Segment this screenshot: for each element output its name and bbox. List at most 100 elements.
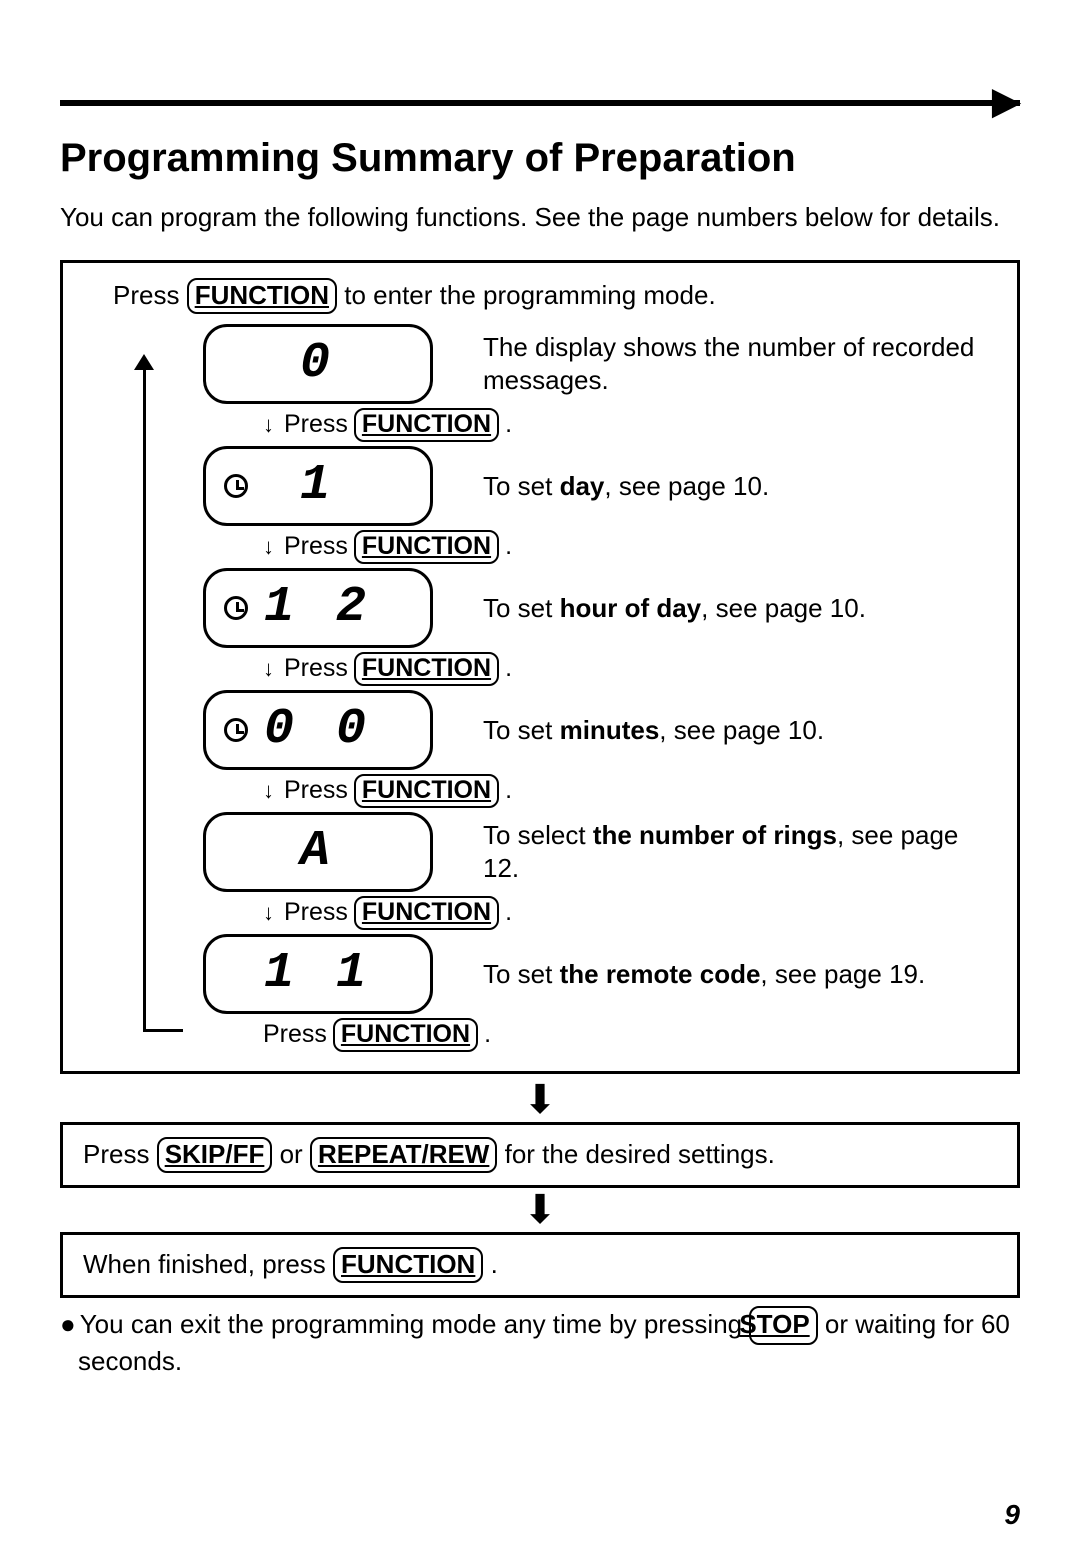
- exit-note: ●You can exit the programming mode any t…: [60, 1306, 1020, 1379]
- sub2-suffix: .: [491, 1249, 498, 1279]
- clock-icon: [224, 596, 248, 620]
- function-button-label: FUNCTION: [354, 652, 499, 686]
- down-arrow-icon: ↓: [263, 534, 274, 560]
- press-prefix: Press: [263, 1020, 327, 1049]
- press-prefix: Press: [284, 898, 348, 927]
- step-row: ATo select the number of rings, see page…: [203, 812, 997, 892]
- desc-bold: minutes: [560, 715, 660, 745]
- lcd-display: 1 2: [203, 568, 433, 648]
- clock-icon: [224, 718, 248, 742]
- step-row: 1 2 To set hour of day, see page 10.: [203, 568, 997, 648]
- down-arrow-icon: ⬇: [60, 1194, 1020, 1226]
- programming-flow-box: Press FUNCTION to enter the programming …: [60, 260, 1020, 1074]
- page-title: Programming Summary of Preparation: [60, 136, 1020, 181]
- desc-bold: the remote code: [560, 959, 761, 989]
- lcd-value: 1: [300, 457, 336, 514]
- function-button-label: FUNCTION: [354, 530, 499, 564]
- sub1-prefix: Press: [83, 1139, 157, 1169]
- function-button-label: FUNCTION: [187, 278, 337, 314]
- press-suffix: .: [484, 1020, 491, 1049]
- lcd-display: A: [203, 812, 433, 892]
- step-row: 0 0 To set minutes, see page 10.: [203, 690, 997, 770]
- press-suffix: .: [505, 898, 512, 927]
- press-function-line: Press FUNCTION.: [263, 1018, 997, 1052]
- press-prefix: Press: [284, 776, 348, 805]
- down-arrow-icon: ↓: [263, 656, 274, 682]
- repeat-rew-button-label: REPEAT/REW: [310, 1137, 497, 1173]
- desc-suffix: , see page 10.: [604, 471, 769, 501]
- press-prefix: Press: [284, 410, 348, 439]
- desc-prefix: To set: [483, 715, 560, 745]
- press-suffix: .: [505, 776, 512, 805]
- desc-prefix: To select: [483, 820, 593, 850]
- desc-suffix: , see page 10.: [701, 593, 866, 623]
- desc-bold: hour of day: [560, 593, 702, 623]
- desc-bold: the number of rings: [593, 820, 837, 850]
- continue-arrow-icon: ▶: [992, 80, 1020, 122]
- step-description: The display shows the number of recorded…: [483, 331, 997, 396]
- manual-page: ▶ Programming Summary of Preparation You…: [0, 0, 1080, 1561]
- lcd-value: 0 0: [264, 701, 372, 758]
- down-arrow-icon: ↓: [263, 900, 274, 926]
- step-description: To set hour of day, see page 10.: [483, 592, 997, 625]
- step-description: To set day, see page 10.: [483, 470, 997, 503]
- step-row: 1 1 To set the remote code, see page 19.: [203, 934, 997, 1014]
- press-prefix: Press: [284, 532, 348, 561]
- press-function-line: ↓ Press FUNCTION.: [263, 896, 997, 930]
- top-rule: [60, 100, 1020, 106]
- press-suffix: .: [505, 654, 512, 683]
- function-button-label: FUNCTION: [354, 774, 499, 808]
- step-row: 0 The display shows the number of recorde…: [203, 324, 997, 404]
- enter-suffix: to enter the programming mode.: [344, 280, 715, 310]
- desc-suffix: , see page 10.: [659, 715, 824, 745]
- loop-arrow-icon: [134, 354, 154, 370]
- press-function-line: ↓ Press FUNCTION.: [263, 774, 997, 808]
- desc-prefix: To set: [483, 959, 560, 989]
- function-button-label: FUNCTION: [333, 1247, 483, 1283]
- stop-button-label: STOP: [749, 1306, 817, 1345]
- lcd-value: 1 2: [264, 579, 372, 636]
- press-suffix: .: [505, 532, 512, 561]
- bullet-icon: ●: [60, 1309, 76, 1339]
- sub1-suffix: for the desired settings.: [505, 1139, 775, 1169]
- settings-adjust-box: Press SKIP/FF or REPEAT/REW for the desi…: [60, 1122, 1020, 1188]
- step-description: To set the remote code, see page 19.: [483, 958, 997, 991]
- note-prefix: You can exit the programming mode any ti…: [80, 1309, 750, 1339]
- enter-prefix: Press: [113, 280, 187, 310]
- step-description: To set minutes, see page 10.: [483, 714, 997, 747]
- function-button-label: FUNCTION: [354, 896, 499, 930]
- lcd-value: 0: [300, 335, 336, 392]
- skip-ff-button-label: SKIP/FF: [157, 1137, 273, 1173]
- lcd-display: 0 0: [203, 690, 433, 770]
- enter-mode-line: Press FUNCTION to enter the programming …: [113, 278, 997, 314]
- step-row: 1 To set day, see page 10.: [203, 446, 997, 526]
- clock-icon: [224, 474, 248, 498]
- desc-bold: day: [560, 471, 605, 501]
- lcd-display: 0: [203, 324, 433, 404]
- down-arrow-icon: ↓: [263, 778, 274, 804]
- desc-prefix: The display shows the number of recorded…: [483, 332, 974, 395]
- function-button-label: FUNCTION: [354, 408, 499, 442]
- lcd-value: A: [300, 823, 336, 880]
- page-number: 9: [1004, 1499, 1020, 1531]
- press-prefix: Press: [284, 654, 348, 683]
- desc-prefix: To set: [483, 471, 560, 501]
- desc-suffix: , see page 19.: [760, 959, 925, 989]
- press-function-line: ↓ Press FUNCTION.: [263, 530, 997, 564]
- down-arrow-icon: ⬇: [60, 1084, 1020, 1116]
- press-function-line: ↓ Press FUNCTION.: [263, 408, 997, 442]
- lcd-display: 1 1: [203, 934, 433, 1014]
- lcd-display: 1: [203, 446, 433, 526]
- loop-line: [143, 364, 183, 1032]
- steps-container: 0 The display shows the number of recorde…: [143, 324, 997, 1052]
- intro-text: You can program the following functions.…: [60, 201, 1020, 235]
- press-function-line: ↓ Press FUNCTION.: [263, 652, 997, 686]
- finish-box: When finished, press FUNCTION .: [60, 1232, 1020, 1298]
- desc-prefix: To set: [483, 593, 560, 623]
- press-suffix: .: [505, 410, 512, 439]
- sub1-mid: or: [280, 1139, 310, 1169]
- function-button-label: FUNCTION: [333, 1018, 478, 1052]
- sub2-prefix: When finished, press: [83, 1249, 333, 1279]
- lcd-value: 1 1: [264, 945, 372, 1002]
- down-arrow-icon: ↓: [263, 412, 274, 438]
